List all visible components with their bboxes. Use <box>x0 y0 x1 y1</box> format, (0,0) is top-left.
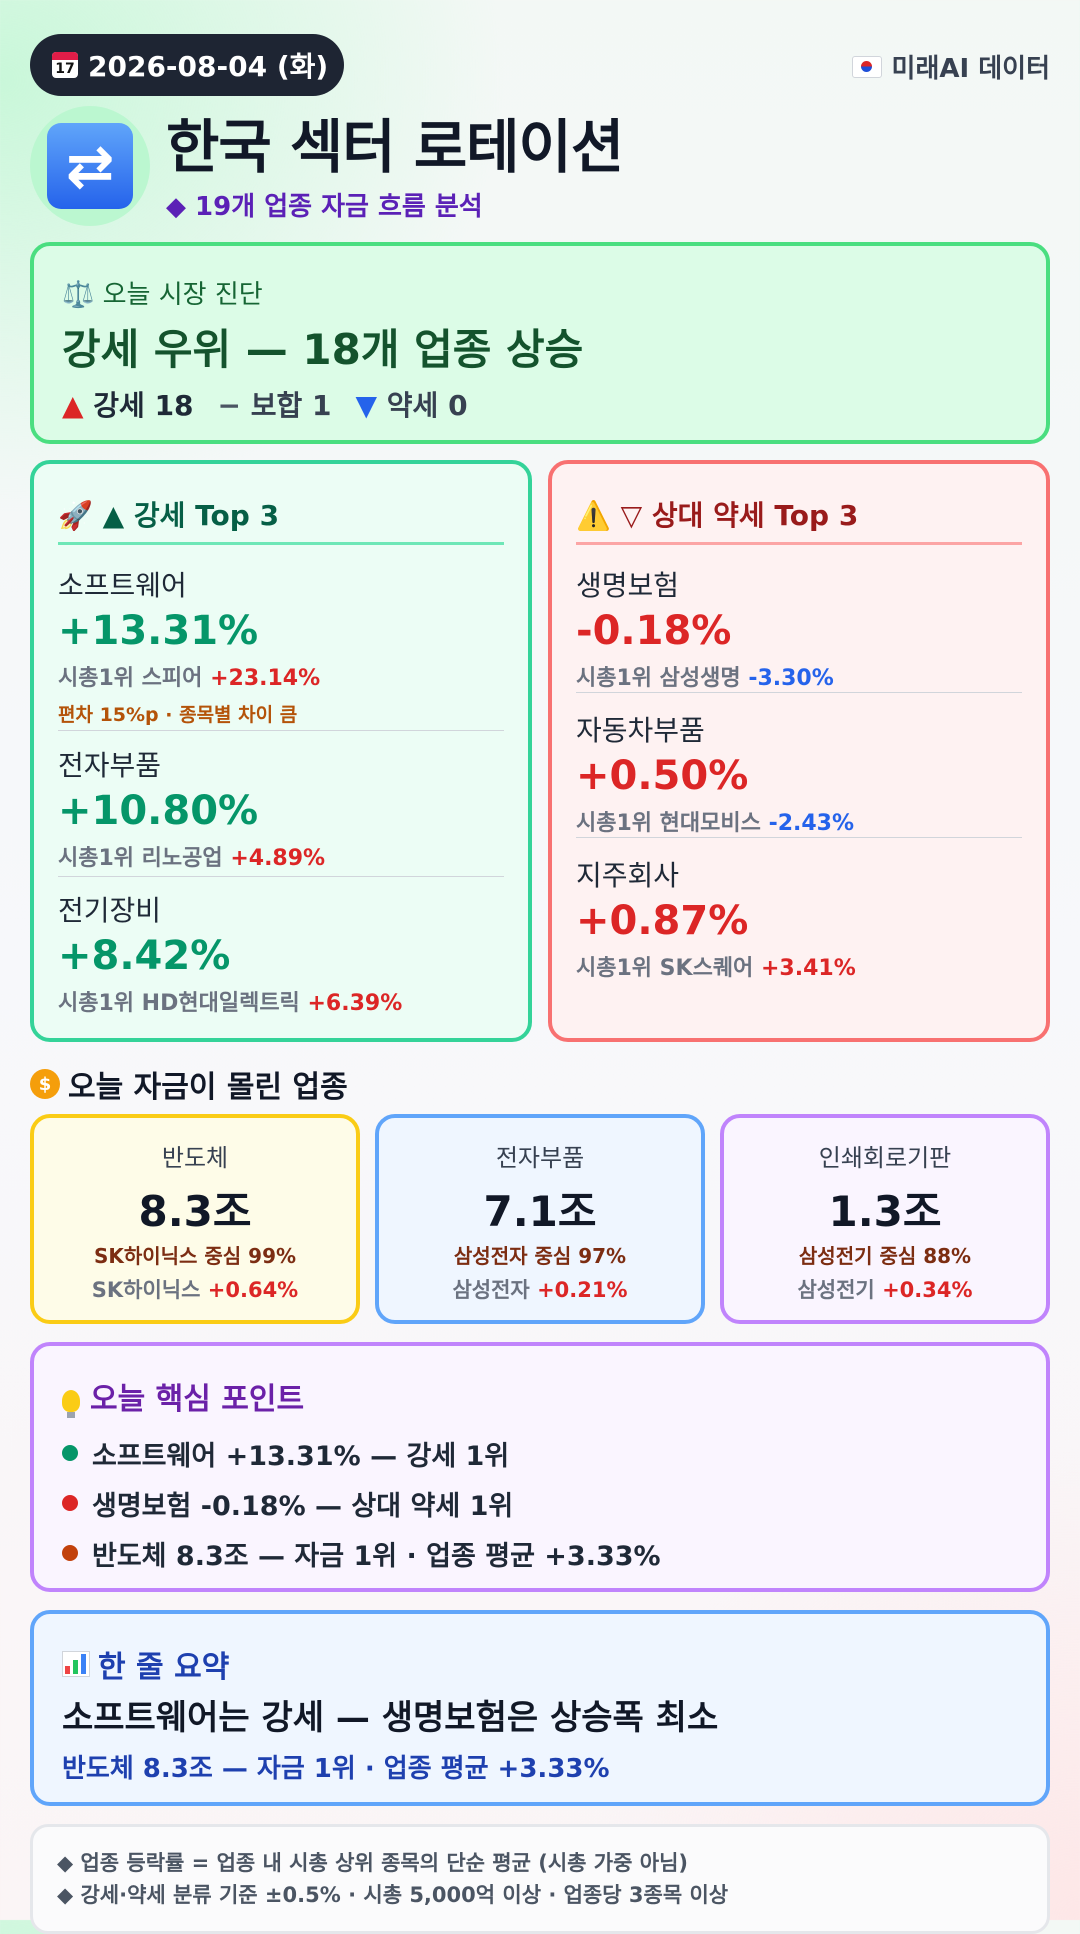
note-line: ◆ 강세·약세 분류 기준 ±0.5% · 시총 5,000억 이상 · 업종당… <box>57 1883 729 1907</box>
rotation-icon: ⇄ <box>47 123 133 209</box>
summary-sub: 반도체 8.3조 — 자금 1위 · 업종 평균 +3.33% <box>62 1754 610 1784</box>
key-points-card: 오늘 핵심 포인트 소프트웨어 +13.31% — 강세 1위 생명보험 -0.… <box>30 1342 1050 1592</box>
strong-count: ▲ 강세 18 <box>62 389 194 422</box>
brand: 미래AI 데이터 <box>851 48 1050 85</box>
flow-sector-name: 반도체 <box>161 1144 229 1172</box>
weak-item: 생명보험 -0.18% 시총1위 삼성생명 -3.30% <box>576 564 1022 692</box>
flow-concentration: 삼성전자 중심 97% <box>453 1244 627 1268</box>
sector-name: 전자부품 <box>58 749 162 782</box>
flow-lead-stock: 삼성전기 +0.34% <box>797 1278 973 1302</box>
deviation-note: 편차 15%p · 종목별 차이 큼 <box>58 704 298 726</box>
strong-item: 전자부품 +10.80% 시총1위 리노공업 +4.89% <box>58 744 504 872</box>
flow-amount: 8.3조 <box>138 1187 252 1236</box>
lead-stock: 시총1위 삼성생명 -3.30% <box>576 666 834 691</box>
page-subtitle: ◆ 19개 업종 자금 흐름 분석 <box>166 192 483 222</box>
sector-change: +0.87% <box>576 898 749 944</box>
neutral-count: − 보합 1 <box>217 389 332 422</box>
divider <box>58 542 504 545</box>
bar-chart-icon <box>62 1651 90 1677</box>
diagnosis-counts: ▲ 강세 18 − 보합 1 ▼ 약세 0 <box>62 384 468 424</box>
weak-item: 지주회사 +0.87% 시총1위 SK스퀘어 +3.41% <box>576 854 1022 982</box>
note-line: ◆ 업종 등락률 = 업종 내 시총 상위 종목의 단순 평균 (시총 가중 아… <box>57 1851 688 1875</box>
divider <box>576 692 1022 693</box>
date-badge: 17 2026-08-04 (화) <box>30 34 344 96</box>
lead-stock: 시총1위 스피어 +23.14% <box>58 666 321 691</box>
summary-card: 한 줄 요약 소프트웨어는 강세 — 생명보험은 상승폭 최소 반도체 8.3조… <box>30 1610 1050 1806</box>
sector-change: +13.31% <box>58 608 259 654</box>
korea-flag-icon <box>851 55 882 78</box>
diagnosis-label: ⚖️ 오늘 시장 진단 <box>62 280 263 310</box>
lead-stock: 시총1위 HD현대일렉트릭 +6.39% <box>58 991 403 1016</box>
lead-stock: 시총1위 SK스퀘어 +3.41% <box>576 956 856 981</box>
lead-stock: 시총1위 현대모비스 -2.43% <box>576 811 855 836</box>
flow-lead-stock: 삼성전자 +0.21% <box>452 1278 628 1302</box>
flow-concentration: 삼성전기 중심 88% <box>798 1244 972 1268</box>
page: 17 2026-08-04 (화) 미래AI 데이터 ⇄ 한국 섹터 로테이션 … <box>30 0 1050 1934</box>
sector-name: 전기장비 <box>58 894 162 927</box>
key-point: 생명보험 -0.18% — 상대 약세 1위 <box>62 1478 661 1528</box>
flow-lead-stock: SK하이닉스 +0.64% <box>91 1278 299 1302</box>
summary-heading: 한 줄 요약 <box>62 1642 229 1686</box>
sector-name: 생명보험 <box>576 569 680 602</box>
key-point: 소프트웨어 +13.31% — 강세 1위 <box>62 1428 661 1478</box>
calendar-icon: 17 <box>52 52 78 78</box>
market-diagnosis-card: ⚖️ 오늘 시장 진단 강세 우위 — 18개 업종 상승 ▲ 강세 18 − … <box>30 242 1050 444</box>
date-text: 2026-08-04 (화) <box>88 50 329 83</box>
red-dot-icon <box>62 1495 78 1511</box>
rotation-logo: ⇄ <box>30 106 150 226</box>
flow-card: 인쇄회로기판 1.3조 삼성전기 중심 88% 삼성전기 +0.34% <box>720 1114 1050 1324</box>
sector-change: +8.42% <box>58 933 231 979</box>
key-points-list: 소프트웨어 +13.31% — 강세 1위 생명보험 -0.18% — 상대 약… <box>62 1428 661 1578</box>
strong-item: 전기장비 +8.42% 시총1위 HD현대일렉트릭 +6.39% <box>58 889 504 1017</box>
flow-card: 반도체 8.3조 SK하이닉스 중심 99% SK하이닉스 +0.64% <box>30 1114 360 1324</box>
divider <box>576 542 1022 545</box>
sector-name: 지주회사 <box>576 859 680 892</box>
summary-headline: 소프트웨어는 강세 — 생명보험은 상승폭 최소 <box>62 1698 719 1738</box>
money-flow-title-text: 오늘 자금이 몰린 업종 <box>68 1070 348 1105</box>
brand-text: 미래AI 데이터 <box>891 54 1050 84</box>
diagnosis-headline: 강세 우위 — 18개 업종 상승 <box>62 325 584 374</box>
flow-amount: 7.1조 <box>483 1187 597 1236</box>
weak-top3-heading: ⚠️ ▽ 상대 약세 Top 3 <box>576 499 859 532</box>
sector-change: +10.80% <box>58 788 259 834</box>
flow-concentration: SK하이닉스 중심 99% <box>93 1244 297 1268</box>
divider <box>58 730 504 731</box>
flow-sector-name: 전자부품 <box>495 1144 585 1172</box>
sector-name: 소프트웨어 <box>58 569 187 602</box>
flow-sector-name: 인쇄회로기판 <box>818 1144 952 1172</box>
green-dot-icon <box>62 1445 78 1461</box>
weak-top3-card: ⚠️ ▽ 상대 약세 Top 3 생명보험 -0.18% 시총1위 삼성생명 -… <box>548 460 1050 1042</box>
key-points-heading: 오늘 핵심 포인트 <box>62 1374 304 1418</box>
key-point: 반도체 8.3조 — 자금 1위 · 업종 평균 +3.33% <box>62 1528 661 1578</box>
divider <box>576 837 1022 838</box>
sector-name: 자동차부품 <box>576 714 705 747</box>
money-flow-title: $ 오늘 자금이 몰린 업종 <box>30 1062 348 1106</box>
lead-stock: 시총1위 리노공업 +4.89% <box>58 846 326 871</box>
orange-dot-icon <box>62 1545 78 1561</box>
page-title: 한국 섹터 로테이션 <box>166 113 624 181</box>
sector-change: +0.50% <box>576 753 749 799</box>
flow-card: 전자부품 7.1조 삼성전자 중심 97% 삼성전자 +0.21% <box>375 1114 705 1324</box>
divider <box>58 876 504 877</box>
weak-count: ▼ 약세 0 <box>355 389 468 422</box>
strong-item: 소프트웨어 +13.31% 시총1위 스피어 +23.14% 편차 15%p ·… <box>58 564 504 727</box>
money-bag-icon: $ <box>30 1069 60 1099</box>
lightbulb-icon <box>62 1389 80 1418</box>
strong-top3-heading: 🚀 ▲ 강세 Top 3 <box>58 499 280 532</box>
strong-top3-card: 🚀 ▲ 강세 Top 3 소프트웨어 +13.31% 시총1위 스피어 +23.… <box>30 460 532 1042</box>
weak-item: 자동차부품 +0.50% 시총1위 현대모비스 -2.43% <box>576 709 1022 837</box>
flow-amount: 1.3조 <box>828 1187 942 1236</box>
methodology-notes: ◆ 업종 등락률 = 업종 내 시총 상위 종목의 단순 평균 (시총 가중 아… <box>30 1824 1050 1934</box>
sector-change: -0.18% <box>576 608 732 654</box>
